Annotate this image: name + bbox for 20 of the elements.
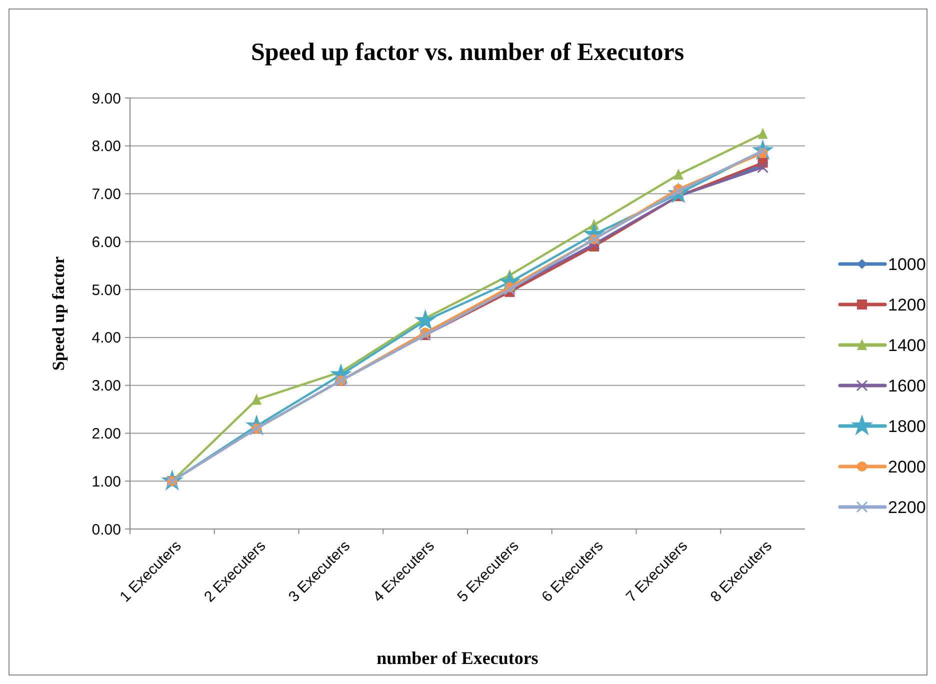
- y-tick-label: 8.00: [92, 138, 121, 156]
- x-axis-title: number of Executors: [376, 648, 538, 668]
- legend-label: 1400: [888, 336, 926, 355]
- legend-label: 2000: [888, 457, 926, 476]
- y-tick-label: 0.00: [92, 521, 121, 538]
- y-axis-title: Speed up factor: [49, 256, 68, 371]
- legend-label: 1200: [888, 295, 926, 314]
- legend-label: 1800: [888, 416, 926, 436]
- y-tick-label: 2.00: [92, 425, 121, 442]
- chart-title: Speed up factor vs. number of Executors: [250, 39, 684, 66]
- y-tick-label: 4.00: [92, 330, 121, 347]
- legend-label: 1600: [888, 376, 926, 396]
- y-tick-label: 6.00: [92, 234, 121, 251]
- y-tick-label: 9.00: [92, 90, 121, 108]
- y-tick-label: 1.00: [92, 473, 121, 490]
- y-tick-label: 7.00: [92, 186, 121, 204]
- y-tick-label: 5.00: [92, 282, 121, 299]
- legend-label: 1000: [888, 254, 926, 274]
- y-tick-label: 3.00: [92, 378, 121, 395]
- legend-label: 2200: [888, 498, 926, 517]
